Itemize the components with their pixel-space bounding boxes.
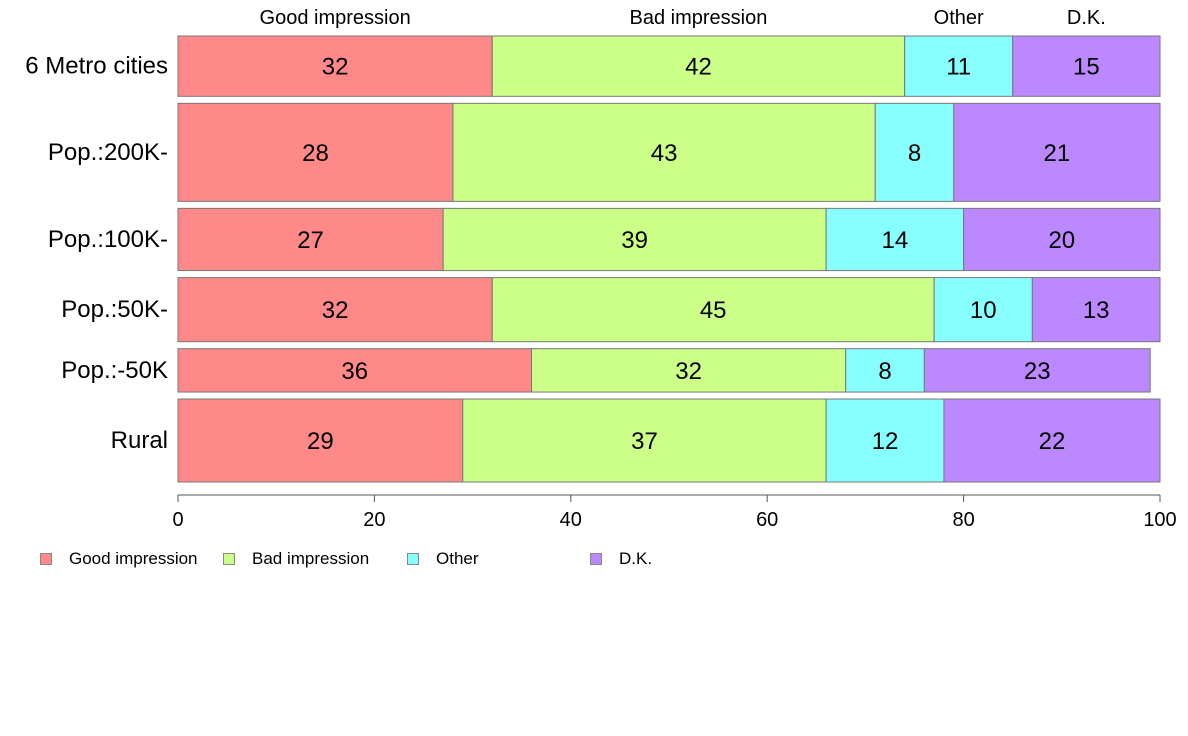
legend-item-good-impression: Good impression (40, 549, 198, 569)
bar-segment (177, 277, 493, 343)
category-label: Pop.:100K- (48, 226, 168, 253)
data-label: 22 (1039, 428, 1066, 455)
legend-swatch-dk (590, 553, 602, 565)
category-label: 6 Metro cities (25, 53, 168, 80)
column-header: D.K. (1067, 7, 1106, 29)
data-label: 12 (872, 428, 899, 455)
data-label: 36 (341, 358, 368, 385)
legend-item-dk: D.K. (590, 549, 652, 569)
column-header: Bad impression (630, 7, 768, 29)
bar-segment (531, 348, 847, 393)
data-label: 29 (307, 428, 334, 455)
bar-segment (442, 207, 827, 272)
bar-segment (874, 102, 955, 202)
legend-label-other: Other (436, 549, 479, 568)
data-label: 11 (946, 54, 971, 81)
bar-segment (177, 102, 454, 202)
bar-segment (825, 398, 945, 483)
bar-segment (177, 348, 533, 393)
data-label: 37 (631, 428, 658, 455)
data-label: 21 (1044, 140, 1071, 167)
bar-segment (491, 35, 906, 97)
legend-swatch-good-impression (40, 553, 52, 565)
data-label: 23 (1024, 358, 1051, 385)
category-label: Rural (111, 427, 168, 454)
bar-segment (943, 398, 1161, 483)
stacked-bar-chart: 32 42 11 15 6 Metro cities 28 43 8 21 Pop.:200K- 2… (25, 7, 1176, 531)
legend-label-good-impression: Good impression (69, 549, 198, 568)
x-tick-label: 60 (756, 509, 778, 531)
bar-segment (177, 398, 464, 483)
bar-segment (491, 277, 935, 343)
legend-item-other: Other (407, 549, 479, 569)
data-label: 32 (322, 297, 349, 324)
data-label: 28 (302, 140, 329, 167)
bar-segment (963, 207, 1161, 272)
legend-label-bad-impression: Bad impression (252, 549, 370, 568)
bar-segment (177, 35, 493, 97)
data-label: 32 (322, 54, 349, 81)
data-label: 13 (1083, 297, 1110, 324)
category-label: Pop.:-50K (61, 357, 168, 384)
data-label: 27 (297, 227, 324, 254)
legend-swatch-other (407, 553, 419, 565)
legend: Good impression Bad impression Other D.K… (0, 549, 1188, 569)
legend-item-bad-impression: Bad impression (223, 549, 369, 569)
x-tick-label: 20 (363, 509, 385, 531)
data-label: 15 (1073, 54, 1100, 81)
x-tick-label: 80 (952, 509, 974, 531)
data-label: 20 (1048, 227, 1075, 254)
category-label: Pop.:200K- (48, 139, 168, 166)
legend-label-dk: D.K. (619, 549, 653, 568)
data-label: 39 (621, 227, 648, 254)
x-tick-label: 100 (1143, 509, 1176, 531)
bar-segment (462, 398, 827, 483)
bar-segment (1031, 277, 1161, 343)
data-label: 32 (675, 358, 702, 385)
data-label: 8 (908, 140, 921, 167)
data-label: 45 (700, 297, 727, 324)
data-label: 10 (970, 297, 997, 324)
column-header: Good impression (260, 7, 411, 29)
data-label: 14 (882, 227, 909, 254)
bar-segment (923, 348, 1151, 393)
bar-segment (845, 348, 925, 393)
data-label: 43 (651, 140, 678, 167)
data-label: 42 (685, 54, 712, 81)
bar-segment (904, 35, 1014, 97)
x-tick-label: 0 (172, 509, 183, 531)
bar-segment (177, 207, 444, 272)
category-label: Pop.:50K- (61, 296, 168, 323)
column-header: Other (934, 7, 984, 29)
bar-segment (452, 102, 876, 202)
x-tick-label: 40 (560, 509, 582, 531)
legend-swatch-bad-impression (223, 553, 235, 565)
bar-segment (1012, 35, 1161, 97)
bar-segment (953, 102, 1161, 202)
data-label: 8 (878, 358, 891, 385)
